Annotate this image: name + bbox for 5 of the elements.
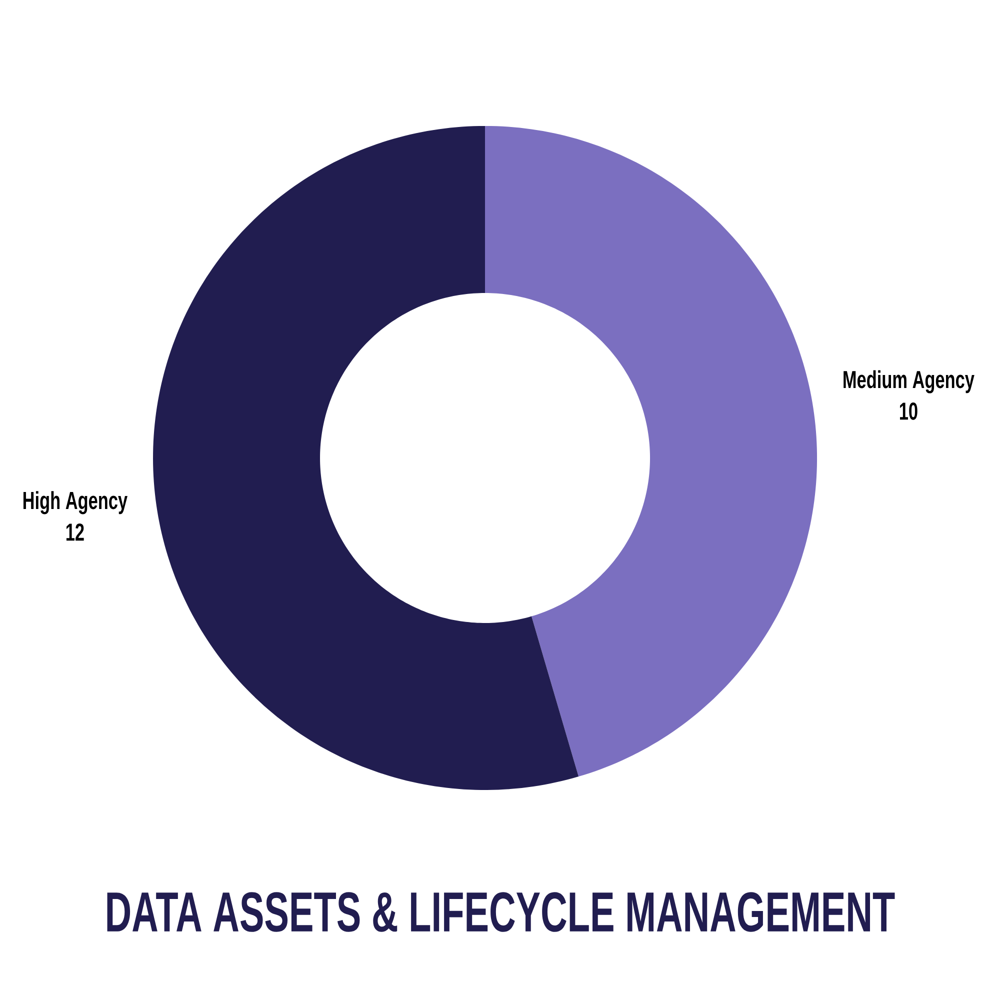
data-label: 10 — [900, 402, 918, 420]
slice-label: High Agency — [23, 491, 128, 514]
text: DATA ASSETS & LIFECYCLE MANAGEMENT — [107, 892, 895, 932]
data-label: 12 — [66, 523, 84, 541]
slice-label: Medium Agency — [844, 370, 974, 394]
